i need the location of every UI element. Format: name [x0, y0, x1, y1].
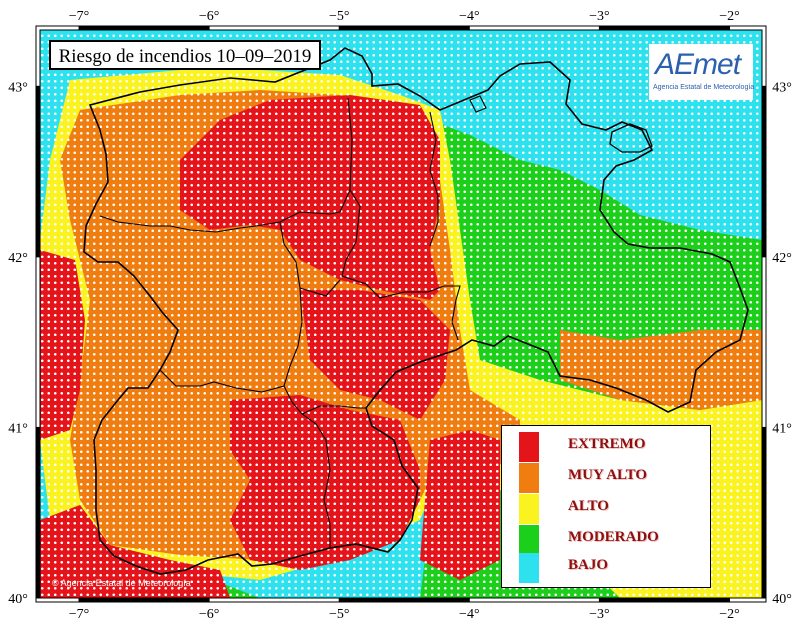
aemet-logo-wordmark: AEmet [655, 48, 741, 81]
map-title: Riesgo de incendios 10–09–2019 [58, 46, 312, 67]
legend-swatch-extremo [519, 432, 539, 462]
lat-tick-label-right: 43° [772, 80, 792, 95]
frame-segment [36, 86, 40, 257]
legend-swatch-alto [519, 494, 539, 524]
legend-label-bajo: BAJO [568, 557, 609, 573]
frame-segment [599, 598, 730, 602]
lat-tick-label-left: 40° [8, 592, 28, 607]
lon-tick-label-top: −2° [719, 9, 740, 24]
legend-swatch-moderado [519, 525, 539, 555]
aemet-logo-subtitle: Agencia Estatal de Meteorología [653, 84, 755, 91]
legend-label-extremo: EXTREMO [568, 436, 646, 452]
lon-tick-label-bottom: −4° [459, 607, 480, 622]
frame-segment [36, 427, 40, 598]
legend-label-alto: ALTO [568, 498, 609, 514]
lon-tick-label-bottom: −5° [329, 607, 350, 622]
region-outline [83, 47, 749, 575]
frame-ticks [36, 26, 766, 602]
tick-labels: −7° −7° −6° −6° −5° −5° −4° −4° −3° −3° −2° −2° 43° 4… [8, 9, 792, 622]
lon-tick-label-bottom: −7° [69, 607, 90, 622]
coast-outline [469, 95, 487, 113]
copyright-notice: © Agencia Estatal de Meteorología [52, 578, 191, 588]
frame-segment [339, 598, 470, 602]
frame-segment [79, 26, 210, 30]
legend-swatch-muy-alto [519, 463, 539, 493]
lat-tick-label-right: 41° [772, 421, 792, 436]
legend-label-moderado: MODERADO [568, 529, 659, 545]
lat-tick-label-left: 43° [8, 80, 28, 95]
lon-tick-label-bottom: −6° [199, 607, 220, 622]
map-title-box: Riesgo de incendios 10–09–2019 [49, 40, 321, 70]
lat-tick-label-right: 42° [772, 251, 792, 266]
frame-segment [339, 26, 470, 30]
lon-tick-label-top: −6° [199, 9, 220, 24]
lon-tick-label-top: −7° [69, 9, 90, 24]
frame-segment [599, 26, 730, 30]
frame-segment [79, 598, 210, 602]
lat-tick-label-left: 41° [8, 421, 28, 436]
aemet-logo: AEmet Agencia Estatal de Meteorología [649, 44, 755, 100]
lon-tick-label-bottom: −3° [589, 607, 610, 622]
legend: EXTREMO MUY ALTO ALTO MODERADO BAJO [501, 425, 711, 588]
lon-tick-label-top: −5° [329, 9, 350, 24]
frame-segment [762, 427, 766, 598]
lat-tick-label-right: 40° [772, 592, 792, 607]
legend-swatch-bajo [519, 553, 539, 583]
legend-label-muy-alto: MUY ALTO [568, 467, 648, 483]
lon-tick-label-top: −3° [589, 9, 610, 24]
lat-tick-label-left: 42° [8, 251, 28, 266]
lon-tick-label-bottom: −2° [719, 607, 740, 622]
frame-segment [762, 86, 766, 257]
province-borders [99, 97, 461, 548]
lon-tick-label-top: −4° [459, 9, 480, 24]
enclave-outline [609, 123, 653, 153]
